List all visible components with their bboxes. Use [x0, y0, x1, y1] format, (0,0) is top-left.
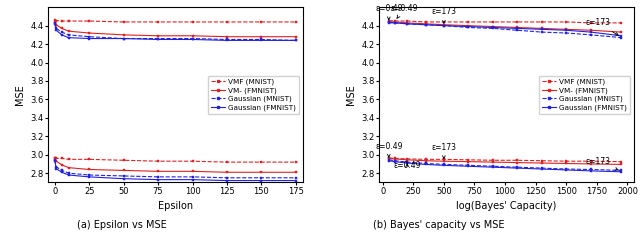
Text: ε=0.49: ε=0.49 [375, 142, 403, 157]
Text: ε=173: ε=173 [586, 157, 618, 170]
Legend: VMF (MNIST), VM- (FMNIST), Gaussian (MNIST), Gaussian (FMNIST): VMF (MNIST), VM- (FMNIST), Gaussian (MNI… [539, 76, 630, 114]
Text: ε=173: ε=173 [586, 18, 618, 35]
X-axis label: log(Bayes' Capacity): log(Bayes' Capacity) [456, 201, 557, 211]
Text: ε=0.49: ε=0.49 [375, 4, 403, 20]
Text: ε=0.49: ε=0.49 [390, 4, 418, 18]
Legend: VMF (MNIST), VM- (FMNIST), Gaussian (MNIST), Gaussian (FMNIST): VMF (MNIST), VM- (FMNIST), Gaussian (MNI… [208, 76, 299, 114]
Text: ε=0.49: ε=0.49 [394, 161, 421, 170]
X-axis label: Epsilon: Epsilon [157, 201, 193, 211]
Text: (a) Epsilon vs MSE: (a) Epsilon vs MSE [77, 220, 166, 230]
Y-axis label: MSE: MSE [15, 84, 25, 105]
Text: ε=173: ε=173 [431, 143, 456, 158]
Text: ε=173: ε=173 [431, 7, 456, 23]
Text: (b) Bayes' capacity vs MSE: (b) Bayes' capacity vs MSE [372, 220, 504, 230]
Y-axis label: MSE: MSE [346, 84, 356, 105]
